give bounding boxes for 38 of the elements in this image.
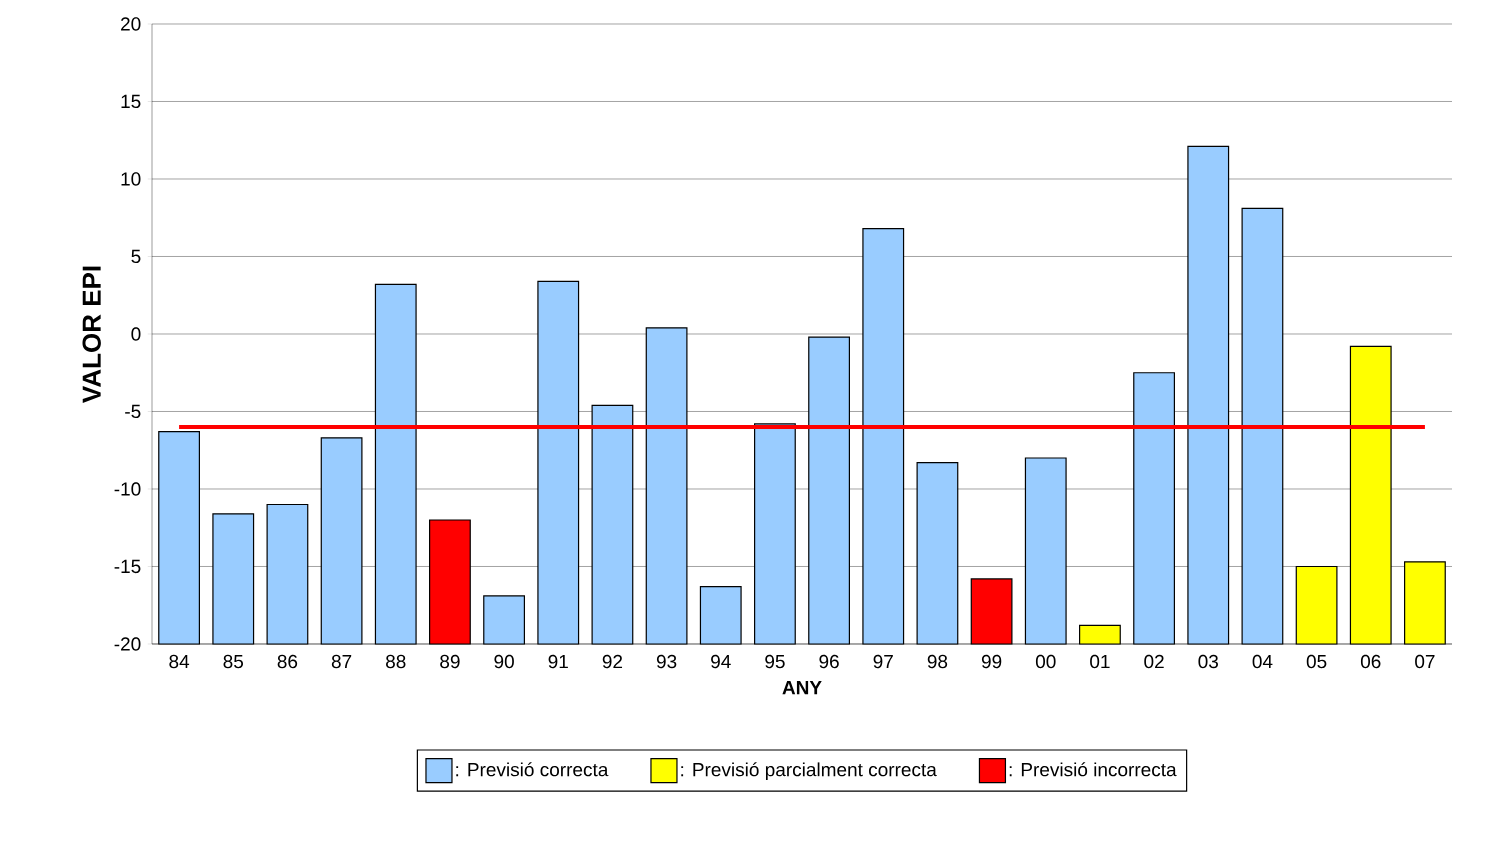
legend-label: : Previsió incorrecta [1009,762,1177,777]
y-tick-label: 20 [121,17,141,31]
x-tick-label: 84 [169,654,190,669]
x-tick-label: 07 [1415,654,1435,669]
x-tick-label: 92 [602,654,623,669]
y-tick-label: 15 [121,94,141,109]
x-tick-label: 03 [1198,654,1218,669]
x-tick-label: 06 [1360,654,1381,669]
legend-label: : Previsió parcialment correcta [681,762,937,781]
x-tick-label: 00 [1035,654,1056,669]
y-axis-title: VALOR EPI [82,266,101,403]
y-tick-label: -15 [114,559,141,574]
y-tick-label: 10 [121,172,141,186]
x-tick-label: 87 [331,654,352,669]
x-tick-label: 95 [765,654,785,669]
legend-label: : Previsió correcta [456,762,609,777]
x-tick-label: 99 [981,654,1002,669]
y-tick-label: 5 [131,249,141,264]
x-tick-label: 02 [1144,654,1164,669]
x-tick-label: 05 [1306,654,1327,669]
y-tick-label: -10 [114,482,141,496]
x-tick-label: 98 [927,654,948,669]
x-tick-label: 01 [1090,654,1110,669]
y-tick-label: -5 [125,404,141,419]
y-tick-label: -20 [114,637,141,651]
x-tick-label: 94 [711,654,731,669]
x-tick-label: 88 [386,654,406,669]
x-tick-label: 89 [440,654,460,669]
x-tick-label: 86 [277,654,298,669]
x-tick-label: 97 [873,654,893,669]
x-axis-title: ANY [782,681,822,695]
x-tick-label: 91 [548,654,568,669]
x-tick-label: 85 [223,654,244,669]
x-tick-label: 96 [819,654,839,669]
x-tick-label: 04 [1252,654,1273,669]
x-tick-label: 93 [656,654,677,669]
x-tick-label: 90 [494,654,514,669]
y-tick-label: 0 [131,327,141,341]
